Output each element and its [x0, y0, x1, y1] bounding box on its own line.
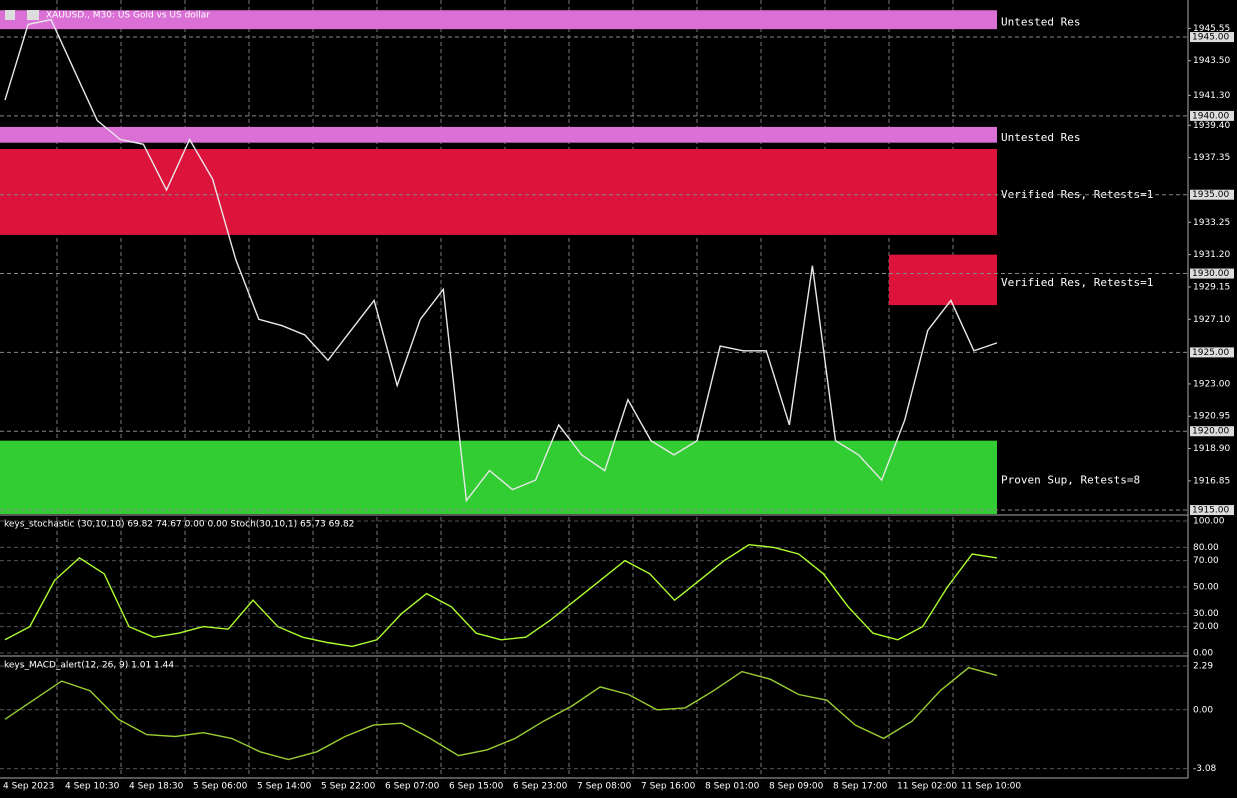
indicator-tick-label: 0.00: [1193, 649, 1213, 659]
price-level-box: [1190, 347, 1234, 358]
indicator-tick-label: 20.00: [1193, 622, 1219, 632]
menu-icon[interactable]: [5, 10, 15, 20]
time-label: 4 Sep 18:30: [129, 782, 184, 792]
time-label: 5 Sep 22:00: [321, 782, 376, 792]
zone: [0, 148, 997, 235]
time-label: 7 Sep 08:00: [577, 782, 632, 792]
price-label: 1945.55: [1193, 24, 1230, 34]
time-label: 11 Sep 02:00: [897, 782, 957, 792]
price-label: 1920.00: [1192, 427, 1229, 437]
time-label: 11 Sep 10:00: [961, 782, 1021, 792]
price-level-box: [1190, 189, 1234, 200]
zone-label: Verified Res, Retests=1: [1001, 188, 1153, 201]
price-level-box: [1190, 505, 1234, 516]
zone: [0, 10, 997, 30]
price-level-box: [1190, 32, 1234, 43]
price-label: 1920.95: [1193, 412, 1230, 422]
price-label: 1943.50: [1193, 56, 1230, 66]
zone: [0, 126, 997, 143]
time-label: 7 Sep 16:00: [641, 782, 696, 792]
price-label: 1923.00: [1193, 379, 1230, 389]
time-label: 8 Sep 01:00: [705, 782, 760, 792]
time-label: 8 Sep 09:00: [769, 782, 824, 792]
price-label: 1941.30: [1193, 91, 1230, 101]
time-label: 8 Sep 17:00: [833, 782, 888, 792]
price-label: 1935.00: [1192, 190, 1229, 200]
zone-label: Untested Res: [1001, 16, 1080, 29]
price-label: 1929.15: [1193, 282, 1230, 292]
price-label: 1933.25: [1193, 218, 1230, 228]
price-label: 1915.00: [1192, 506, 1229, 516]
price-level-box: [1190, 268, 1234, 279]
zone-label: Untested Res: [1001, 131, 1080, 144]
stochastic-line: [4, 543, 998, 648]
price-label: 1940.00: [1192, 111, 1229, 121]
price-label: 1916.85: [1193, 476, 1230, 486]
price-label: 1930.00: [1192, 269, 1229, 279]
indicator-tick-label: 0.00: [1193, 705, 1213, 715]
time-label: 5 Sep 06:00: [193, 782, 248, 792]
chart-icon[interactable]: [27, 10, 39, 20]
chart-title: XAUUSD., M30: US Gold vs US dollar: [46, 11, 210, 21]
time-label: 6 Sep 23:00: [513, 782, 568, 792]
indicator-tick-label: 100.00: [1193, 516, 1225, 526]
zone: [889, 254, 997, 306]
zone-label: Verified Res, Retests=1: [1001, 276, 1153, 289]
indicator-tick-label: 30.00: [1193, 609, 1219, 619]
price-level-box: [1190, 110, 1234, 121]
time-label: 4 Sep 10:30: [65, 782, 120, 792]
price-label: 1937.35: [1193, 153, 1230, 163]
time-label: 4 Sep 2023: [3, 782, 54, 792]
indicator-tick-label: 80.00: [1193, 543, 1219, 553]
price-level-box: [1190, 426, 1234, 437]
price-label: 1939.40: [1193, 121, 1230, 131]
time-label: 6 Sep 07:00: [385, 782, 440, 792]
indicator-tick-label: 50.00: [1193, 582, 1219, 592]
price-label: 1925.00: [1192, 348, 1229, 358]
time-label: 5 Sep 14:00: [257, 782, 312, 792]
indicator-tick-label: 70.00: [1193, 556, 1219, 566]
price-label: 1918.90: [1193, 444, 1230, 454]
price-label: 1931.20: [1193, 250, 1230, 260]
zone-label: Proven Sup, Retests=8: [1001, 473, 1140, 486]
macd-line: [4, 666, 998, 761]
time-label: 6 Sep 15:00: [449, 782, 504, 792]
indicator-tick-label: -3.08: [1193, 764, 1217, 774]
indicator-label: keys_MACD_alert(12, 26, 9) 1.01 1.44: [4, 661, 174, 671]
indicator-label: keys_stochastic (30,10,10) 69.82 74.67 0…: [4, 520, 354, 530]
price-line: [4, 18, 998, 503]
price-label: 1927.10: [1193, 315, 1230, 325]
price-label: 1945.00: [1192, 33, 1229, 43]
indicator-tick-label: 2.29: [1193, 662, 1213, 672]
